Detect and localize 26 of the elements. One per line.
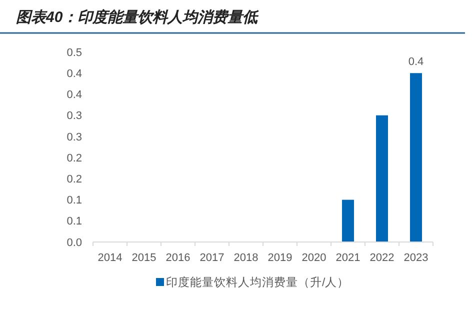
y-tick-label: 0.0 (66, 236, 82, 249)
x-tick-label: 2021 (336, 252, 360, 264)
y-tick-label: 0.2 (66, 152, 82, 164)
y-tick-label: 0.2 (66, 174, 82, 186)
x-tick-label: 2022 (370, 252, 394, 264)
legend-label: 印度能量饮料人均消费量（升/人） (166, 275, 350, 290)
data-label: 0.4 (408, 56, 424, 68)
bar (342, 200, 354, 242)
y-tick-label: 0.4 (66, 89, 82, 102)
y-tick-label: 0.3 (66, 110, 82, 122)
bar (410, 73, 422, 242)
x-tick-label: 2017 (200, 252, 224, 264)
x-tick-label: 2015 (132, 252, 156, 264)
x-tick-label: 2019 (268, 252, 292, 264)
y-tick-label: 0.4 (66, 68, 82, 80)
x-tick-label: 2016 (166, 252, 190, 264)
y-tick-label: 0.1 (66, 194, 82, 207)
x-tick-label: 2018 (234, 252, 258, 264)
y-tick-label: 0.1 (66, 216, 82, 228)
y-tick-label: 0.5 (66, 46, 82, 59)
x-tick-label: 2023 (404, 252, 428, 264)
x-tick-label: 2020 (302, 252, 326, 264)
bar (376, 115, 388, 242)
y-tick-label: 0.3 (66, 131, 82, 144)
chart-title: 图表40：印度能量饮料人均消费量低 (16, 8, 260, 26)
x-tick-label: 2014 (98, 252, 122, 264)
